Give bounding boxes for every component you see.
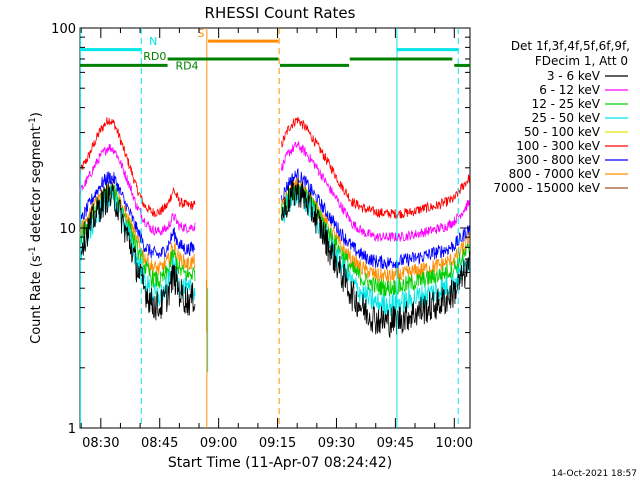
legend: Det 1f,3f,4f,5f,6f,9f, FDecim 1, Att 0 3… [493,39,630,195]
legend-entry-label: 12 - 25 keV [532,97,601,111]
x-axis: 08:30 08:45 09:00 09:15 09:30 09:45 10:00 [80,28,473,451]
legend-entry-label: 7000 - 15000 keV [493,181,600,195]
plot-frame [79,27,471,429]
label-rd0: RD0 [143,50,166,63]
y-label-sup1: -1 [28,246,38,255]
y-label-end: ) [29,112,44,117]
label-n: N [149,35,157,48]
legend-header-2: FDecim 1, Att 0 [535,54,628,68]
y-tick-label: 1 [68,422,76,437]
timestamp: 14-Oct-2021 18:57 [552,469,637,479]
series-300-800-keV-seg2 [281,168,470,271]
y-tick-label: 10 [59,222,76,237]
series-6-12-keV-seg2 [281,141,470,242]
annotation-layer: N S RD0 RD4 [79,27,470,428]
series-100-300-keV-seg2 [281,116,470,219]
series-800-7000-keV-seg1 [79,182,196,276]
series-100-300-keV-seg1 [79,117,196,218]
legend-entry-label: 3 - 6 keV [547,69,601,83]
x-tick-label: 09:00 [200,436,237,451]
series-6-12-keV-seg1 [79,143,196,237]
y-axis: 1 10 100 [51,22,470,437]
legend-entry-label: 25 - 50 keV [532,111,601,125]
x-tick-label: 08:45 [141,436,178,451]
legend-entry-label: 100 - 300 keV [516,139,600,153]
x-axis-label: Start Time (11-Apr-07 08:24:42) [168,455,392,471]
y-label-mid: detector segment [29,126,44,246]
legend-header-1: Det 1f,3f,4f,5f,6f,9f, [511,39,630,53]
plot-area: N S RD0 RD4 1 10 100 08:30 08:45 09:00 09:15 09:3… [51,22,473,451]
series-3-6-keV-seg2 [281,178,470,339]
label-rd4: RD4 [175,60,198,73]
y-label-sup2: -1 [28,117,38,126]
y-label-main: Count Rate (s [29,255,44,344]
legend-entry-label: 50 - 100 keV [524,125,601,139]
legend-entry-label: 6 - 12 keV [539,83,601,97]
series-300-800-keV-seg1 [79,171,196,259]
x-tick-label: 09:45 [377,436,414,451]
series-3-6-keV-seg1 [79,181,196,321]
x-tick-label: 09:15 [259,436,296,451]
legend-entry-label: 800 - 7000 keV [509,167,601,181]
y-tick-label: 100 [51,22,76,37]
chart-title: RHESSI Count Rates [205,4,356,22]
x-tick-label: 10:00 [436,436,473,451]
label-s: S [197,27,204,40]
legend-entry-label: 300 - 800 keV [516,153,600,167]
data-layer [79,116,470,373]
x-tick-label: 09:30 [318,436,355,451]
x-tick-label: 08:30 [82,436,119,451]
y-axis-label: Count Rate (s-1 detector segment-1) [28,112,44,344]
